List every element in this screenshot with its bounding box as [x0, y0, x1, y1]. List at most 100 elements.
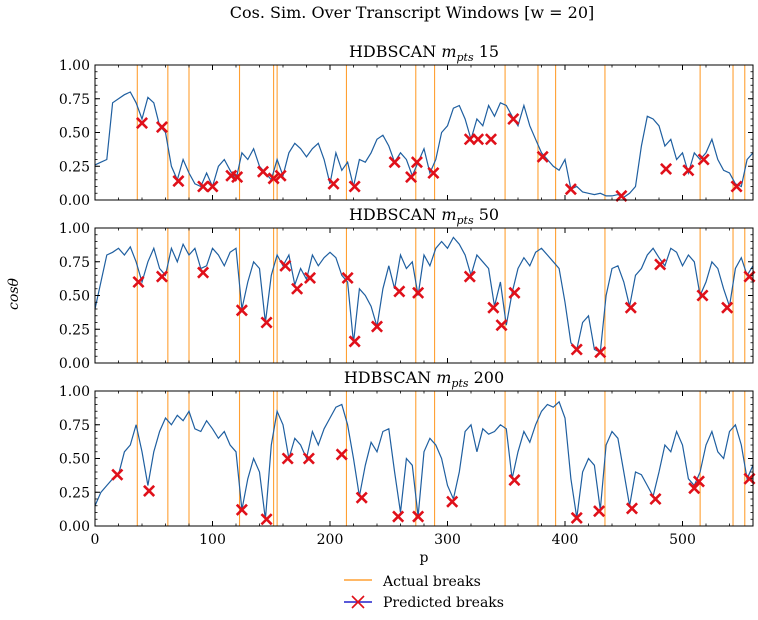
predicted-break-marker — [472, 133, 485, 146]
panel-frame — [94, 227, 754, 364]
y-tick-label: 0.00 — [59, 193, 90, 209]
legend: Actual breaks Predicted breaks — [344, 574, 504, 611]
panel-title-subscript: pts — [451, 377, 468, 390]
predicted-break-marker — [615, 189, 628, 202]
y-tick-label: 0.75 — [59, 255, 90, 271]
predicted-break-marker — [730, 180, 743, 193]
panel-title: HDBSCAN mpts 15 — [349, 42, 499, 64]
predicted-break-marker — [155, 270, 169, 283]
x-tick-label: 200 — [317, 532, 344, 548]
predicted-break-marker — [696, 289, 709, 302]
predicted-break-marker — [410, 156, 423, 169]
predicted-break-marker — [463, 270, 476, 283]
predicted-break-marker — [172, 175, 185, 188]
y-tick-label: 1.00 — [59, 58, 90, 74]
predicted-break-marker — [303, 271, 317, 284]
predicted-break-marker — [508, 286, 521, 299]
predicted-break-marker — [132, 275, 145, 289]
panel-title: HDBSCAN mpts 50 — [349, 205, 499, 227]
y-tick-label: 0.00 — [59, 519, 90, 535]
predicted-break-marker — [536, 150, 549, 163]
predicted-break-marker — [279, 259, 292, 272]
predicted-break-marker — [392, 510, 405, 523]
y-tick-label: 0.50 — [59, 126, 90, 142]
x-axis-label: p — [420, 550, 429, 566]
predicted-break-marker — [688, 482, 701, 495]
y-tick-label: 0.50 — [59, 289, 90, 305]
predicted-break-marker — [427, 166, 440, 180]
similarity-series-line — [94, 400, 754, 520]
predicted-break-marker — [649, 492, 662, 506]
panel-title-prefix: HDBSCAN — [349, 205, 441, 224]
predicted-break-marker — [508, 474, 521, 487]
predicted-break-marker — [654, 258, 667, 271]
panel-title-subscript: pts — [457, 214, 474, 227]
predicted-break-marker — [327, 177, 340, 190]
predicted-break-marker — [625, 502, 639, 515]
predicted-break-marker — [564, 183, 577, 196]
y-tick-label: 0.75 — [59, 92, 90, 108]
predicted-break-marker — [660, 162, 673, 175]
predicted-break-marker — [393, 285, 406, 298]
predicted-break-marker — [570, 343, 583, 356]
predicted-break-marker — [231, 171, 244, 184]
y-tick-label: 0.25 — [59, 485, 90, 501]
panel-title-symbol: m — [436, 368, 451, 387]
predicted-break-marker — [335, 448, 348, 461]
predicted-break-marker — [302, 452, 315, 465]
predicted-break-marker — [624, 301, 637, 314]
panel-frame — [94, 390, 754, 527]
predicted-break-marker — [594, 346, 607, 359]
predicted-break-marker — [197, 266, 210, 279]
legend-predicted-breaks-marker — [351, 595, 365, 609]
predicted-break-marker — [495, 319, 508, 332]
similarity-series-line — [94, 91, 754, 198]
predicted-break-marker — [256, 165, 270, 178]
predicted-break-marker — [446, 495, 459, 508]
predicted-break-marker — [274, 169, 287, 182]
predicted-break-marker — [388, 156, 401, 169]
panel-title-subscript: pts — [457, 51, 474, 64]
predicted-break-marker — [155, 121, 169, 134]
panel-3: HDBSCAN mpts 200 0.00 0.25 0.50 0.75 1.00 0 100… — [59, 368, 756, 548]
predicted-break-marker — [348, 180, 361, 193]
panel-title-symbol: m — [441, 205, 456, 224]
panel-title: HDBSCAN mpts 200 — [344, 368, 504, 390]
predicted-break-marker — [743, 472, 756, 485]
panel-title-symbol: m — [441, 42, 456, 61]
panel-1: HDBSCAN mpts 15 0.00 0.25 0.50 0.75 1.00 — [59, 42, 754, 209]
similarity-series-line — [94, 236, 754, 354]
panel-2: HDBSCAN mpts 50 0.00 0.25 0.50 0.75 1.00 — [59, 205, 756, 372]
panel-title-suffix: 200 — [469, 368, 505, 387]
y-tick-label: 1.00 — [59, 221, 90, 237]
predicted-break-marker — [593, 505, 606, 518]
predicted-break-marker — [143, 484, 156, 497]
predicted-break-marker — [412, 286, 425, 299]
predicted-break-marker — [484, 133, 498, 146]
legend-actual-breaks-label: Actual breaks — [382, 574, 481, 590]
y-tick-label: 0.00 — [59, 356, 90, 372]
y-tick-label: 0.25 — [59, 322, 90, 338]
legend-predicted-breaks-label: Predicted breaks — [383, 595, 504, 611]
x-tick-label: 500 — [669, 532, 696, 548]
predicted-break-marker — [370, 320, 384, 333]
y-axis-label: cosθ — [6, 277, 22, 309]
predicted-break-marker — [348, 335, 361, 348]
panel-title-suffix: 50 — [474, 205, 499, 224]
predicted-break-marker — [507, 112, 520, 126]
predicted-break-marker — [235, 304, 248, 317]
x-tick-label: 0 — [91, 532, 100, 548]
predicted-break-marker — [743, 270, 756, 283]
predicted-break-marker — [291, 282, 304, 295]
predicted-break-marker — [463, 133, 476, 146]
predicted-break-marker — [570, 511, 583, 524]
predicted-break-marker — [235, 503, 248, 516]
predicted-break-marker — [281, 452, 294, 465]
predicted-break-marker — [405, 171, 418, 184]
figure-title: Cos. Sim. Over Transcript Windows [w = 2… — [230, 3, 594, 22]
predicted-break-marker — [206, 180, 219, 193]
predicted-break-marker — [692, 475, 705, 488]
predicted-break-marker — [721, 301, 734, 314]
y-tick-label: 0.75 — [59, 418, 90, 434]
